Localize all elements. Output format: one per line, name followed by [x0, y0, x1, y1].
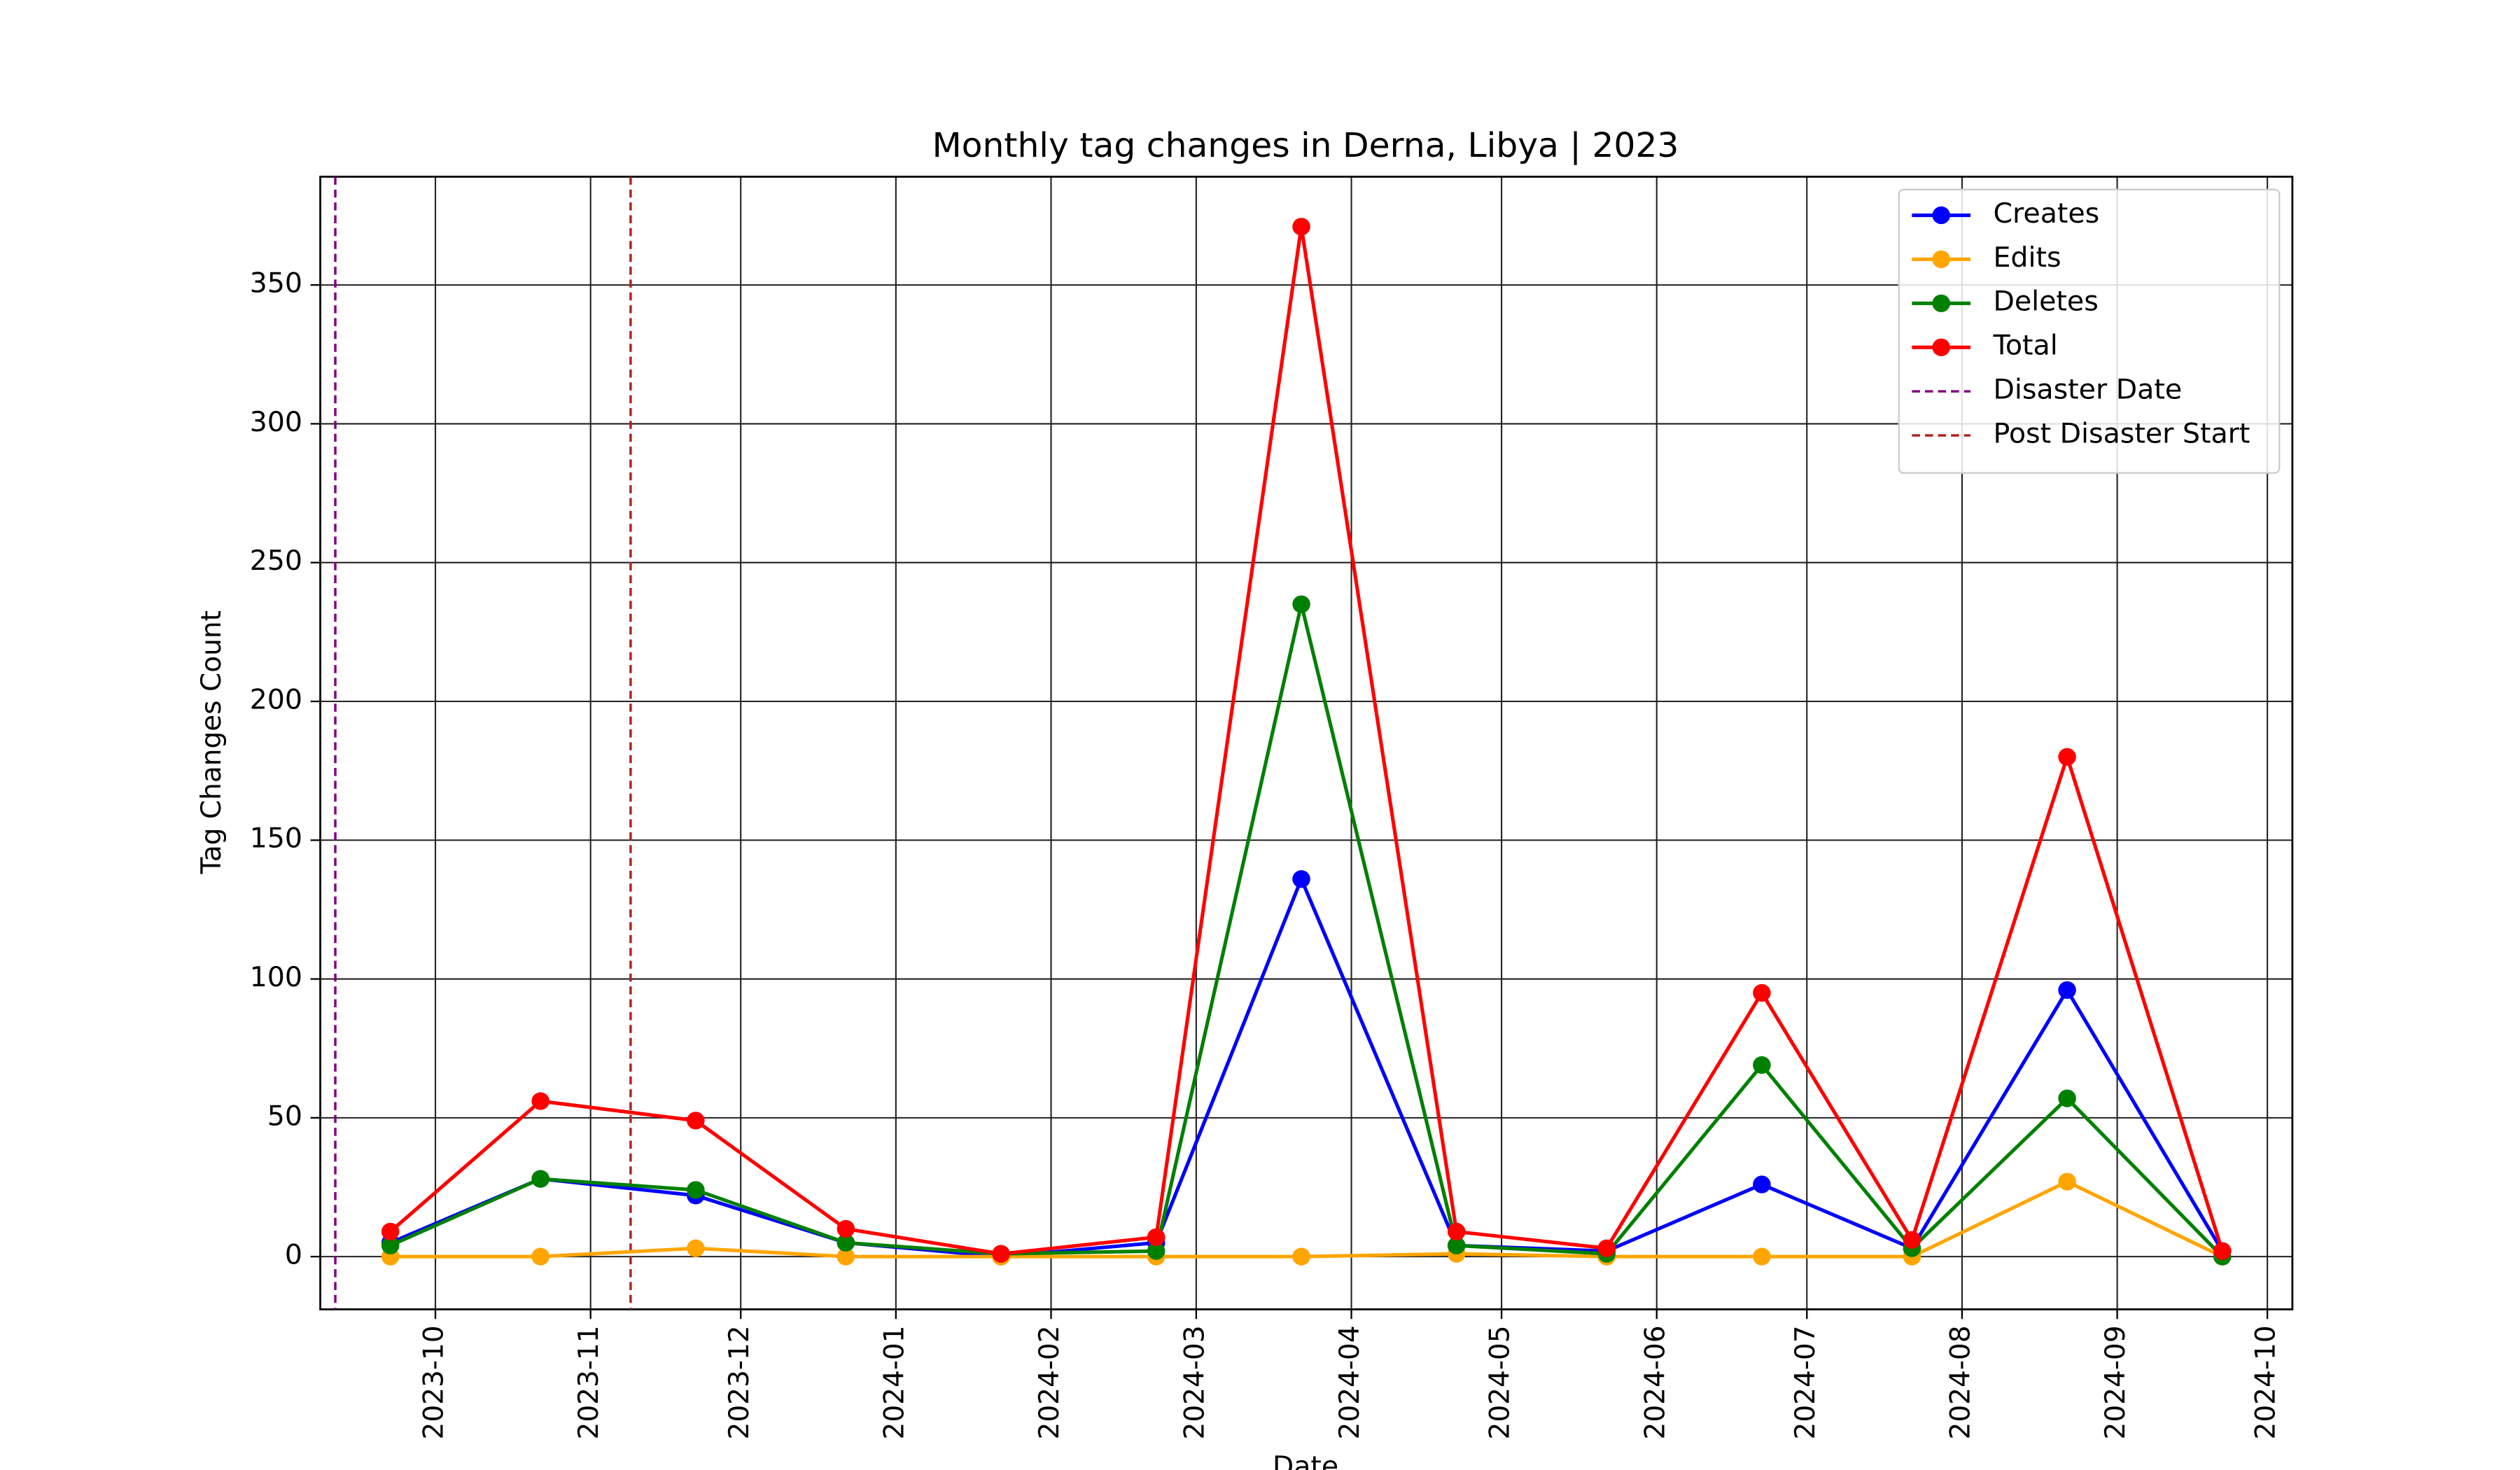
- data-point: [1753, 1056, 1771, 1074]
- data-point: [1753, 1247, 1771, 1266]
- data-point: [687, 1239, 705, 1257]
- data-point: [531, 1092, 550, 1110]
- legend-label: Edits: [1993, 242, 2061, 274]
- x-tick-label: 2024-08: [1945, 1325, 1976, 1439]
- legend-label: Creates: [1993, 198, 2099, 230]
- data-point: [836, 1219, 855, 1238]
- y-tick-label: 200: [250, 685, 302, 716]
- y-tick-label: 350: [250, 268, 302, 300]
- legend-label: Post Disaster Start: [1993, 419, 2250, 450]
- data-point: [381, 1236, 400, 1254]
- chart-title: Monthly tag changes in Derna, Libya | 20…: [932, 126, 1679, 165]
- y-tick-label: 0: [285, 1240, 302, 1271]
- legend-dot: [1932, 206, 1950, 225]
- x-tick-label: 2024-07: [1790, 1325, 1821, 1439]
- data-point: [687, 1112, 705, 1130]
- data-point: [2058, 748, 2076, 766]
- data-point: [1292, 1247, 1310, 1266]
- x-axis-label: Date: [1273, 1451, 1338, 1470]
- data-point: [687, 1181, 705, 1199]
- x-tick-label: 2024-09: [2100, 1325, 2132, 1439]
- y-tick-label: 150: [250, 823, 302, 855]
- data-point: [2058, 981, 2076, 1000]
- data-point: [1292, 870, 1310, 888]
- data-point: [836, 1247, 855, 1266]
- x-tick-label: 2023-11: [573, 1325, 605, 1439]
- data-point: [1597, 1239, 1616, 1257]
- y-tick-label: 300: [250, 407, 302, 438]
- data-point: [531, 1170, 550, 1188]
- data-point: [1292, 595, 1310, 613]
- x-tick-label: 2024-04: [1334, 1325, 1366, 1439]
- legend-dot: [1932, 250, 1950, 269]
- data-point: [836, 1233, 855, 1252]
- data-point: [1753, 1175, 1771, 1194]
- data-point: [1447, 1236, 1466, 1254]
- x-tick-label: 2024-02: [1034, 1325, 1065, 1439]
- x-tick-label: 2024-01: [878, 1325, 910, 1439]
- data-point: [2058, 1172, 2076, 1191]
- plot-frame: [319, 176, 2294, 1310]
- data-point: [1147, 1242, 1166, 1260]
- data-point: [1447, 1222, 1466, 1241]
- legend-label: Deletes: [1993, 286, 2098, 318]
- x-tick-label: 2024-10: [2250, 1325, 2281, 1439]
- x-tick-label: 2024-05: [1484, 1325, 1516, 1439]
- data-point: [992, 1245, 1010, 1263]
- data-point: [1903, 1231, 1921, 1249]
- legend-dot: [1932, 338, 1950, 356]
- y-tick-label: 250: [250, 545, 302, 577]
- y-tick-label: 50: [267, 1101, 302, 1133]
- data-point: [2058, 1089, 2076, 1107]
- legend-label: Total: [1992, 330, 2057, 362]
- y-tick-label: 100: [250, 962, 302, 993]
- legend-dot: [1932, 294, 1950, 312]
- y-axis-label: Tag Changes Count: [196, 610, 227, 874]
- data-point: [2213, 1242, 2232, 1260]
- x-tick-label: 2023-10: [418, 1325, 449, 1439]
- data-point: [1147, 1228, 1166, 1247]
- data-point: [1292, 218, 1310, 236]
- legend-box: [1898, 188, 2281, 474]
- legend-label: Disaster Date: [1993, 374, 2182, 406]
- x-tick-label: 2024-06: [1639, 1325, 1671, 1439]
- x-tick-label: 2024-03: [1179, 1325, 1210, 1439]
- data-point: [381, 1222, 400, 1241]
- x-tick-label: 2023-12: [724, 1325, 755, 1439]
- data-point: [1753, 983, 1771, 1002]
- data-point: [531, 1247, 550, 1266]
